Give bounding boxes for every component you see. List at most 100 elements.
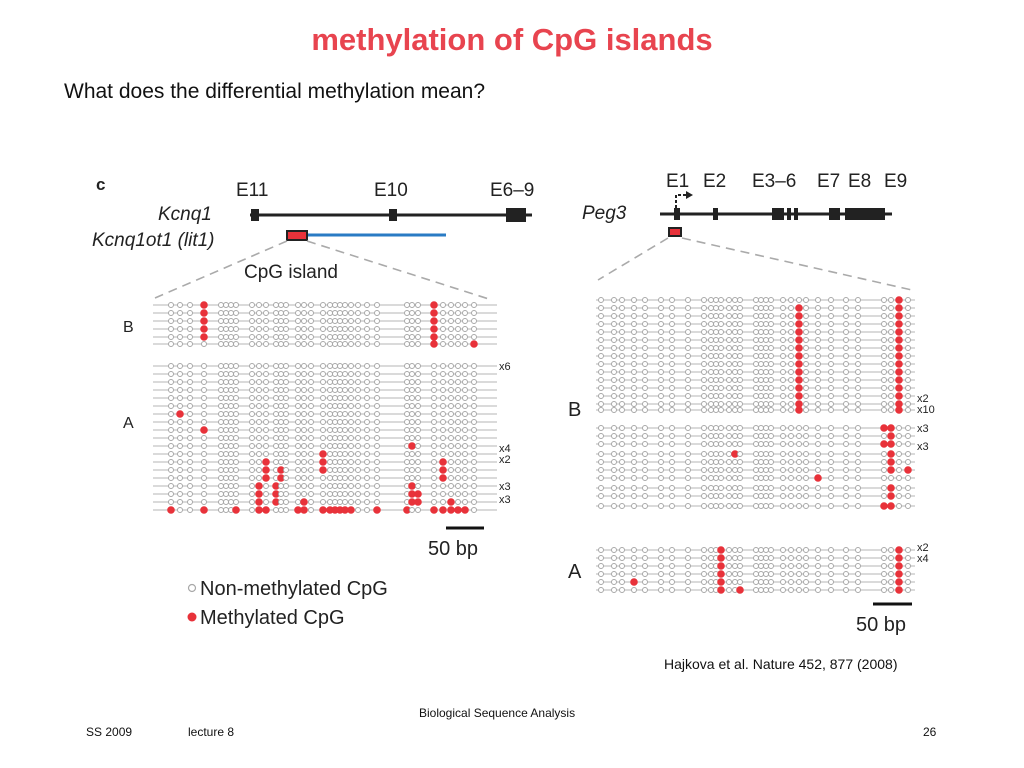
unmethylated-cpg [642, 297, 648, 303]
unmethylated-cpg [177, 491, 183, 497]
unmethylated-cpg [718, 441, 724, 447]
unmethylated-cpg [355, 507, 361, 513]
tss-arrowhead [686, 191, 693, 199]
unmethylated-cpg [788, 467, 794, 473]
unmethylated-cpg [611, 321, 617, 327]
unmethylated-cpg [440, 318, 446, 324]
unmethylated-cpg [278, 387, 284, 393]
unmethylated-cpg [233, 395, 239, 401]
unmethylated-cpg [828, 377, 834, 383]
unmethylated-cpg [374, 387, 380, 393]
unmethylated-cpg [440, 403, 446, 409]
unmethylated-cpg [855, 305, 861, 311]
unmethylated-cpg [905, 353, 911, 359]
unmethylated-cpg [732, 393, 738, 399]
unmethylated-cpg [355, 499, 361, 505]
unmethylated-cpg [471, 459, 477, 465]
unmethylated-cpg [223, 435, 229, 441]
methylated-cpg [736, 586, 744, 594]
unmethylated-cpg [726, 475, 732, 481]
unmethylated-cpg [768, 377, 774, 383]
unmethylated-cpg [431, 499, 437, 505]
unmethylated-cpg [462, 395, 468, 401]
unmethylated-cpg [177, 459, 183, 465]
unmethylated-cpg [780, 353, 786, 359]
unmethylated-cpg [440, 411, 446, 417]
unmethylated-cpg [598, 493, 604, 499]
unmethylated-cpg [471, 419, 477, 425]
unmethylated-cpg [348, 326, 354, 332]
zoom-line-left-a [154, 240, 288, 299]
unmethylated-cpg [768, 563, 774, 569]
unmethylated-cpg [431, 395, 437, 401]
unmethylated-cpg [598, 369, 604, 375]
unmethylated-cpg [374, 318, 380, 324]
unmethylated-cpg [308, 427, 314, 433]
unmethylated-cpg [768, 451, 774, 457]
unmethylated-cpg [780, 571, 786, 577]
unmethylated-cpg [332, 467, 338, 473]
unmethylated-cpg [374, 427, 380, 433]
unmethylated-cpg [768, 305, 774, 311]
exon-label-e11: E11 [236, 180, 268, 201]
unmethylated-cpg [327, 363, 333, 369]
exon-label-e3-6: E3–6 [752, 171, 796, 192]
unmethylated-cpg [685, 393, 691, 399]
unmethylated-cpg [278, 363, 284, 369]
unmethylated-cpg [758, 337, 764, 343]
unmethylated-cpg [168, 326, 174, 332]
unmethylated-cpg [828, 493, 834, 499]
unmethylated-cpg [732, 313, 738, 319]
unmethylated-cpg [611, 401, 617, 407]
unmethylated-cpg [737, 393, 743, 399]
unmethylated-cpg [301, 310, 307, 316]
unmethylated-cpg [685, 353, 691, 359]
unmethylated-cpg [598, 321, 604, 327]
unmethylated-cpg [611, 297, 617, 303]
unmethylated-cpg [440, 435, 446, 441]
unmethylated-cpg [815, 451, 821, 457]
unmethylated-cpg [355, 326, 361, 332]
unmethylated-cpg [168, 483, 174, 489]
unmethylated-cpg [713, 459, 719, 465]
unmethylated-cpg [308, 403, 314, 409]
unmethylated-cpg [348, 475, 354, 481]
unmethylated-cpg [320, 371, 326, 377]
unmethylated-cpg [788, 451, 794, 457]
unmethylated-cpg [374, 451, 380, 457]
unmethylated-cpg [348, 371, 354, 377]
unmethylated-cpg [471, 318, 477, 324]
unmethylated-cpg [611, 329, 617, 335]
footer-lecture: lecture 8 [188, 725, 235, 739]
unmethylated-cpg [631, 493, 637, 499]
unmethylated-cpg [273, 387, 279, 393]
unmethylated-cpg [780, 361, 786, 367]
unmethylated-cpg [440, 302, 446, 308]
unmethylated-cpg [631, 433, 637, 439]
unmethylated-cpg [348, 379, 354, 385]
unmethylated-cpg [843, 337, 849, 343]
unmethylated-cpg [888, 361, 894, 367]
unmethylated-cpg [753, 329, 759, 335]
unmethylated-cpg [233, 451, 239, 457]
unmethylated-cpg [619, 401, 625, 407]
unmethylated-cpg [404, 387, 410, 393]
unmethylated-cpg [598, 571, 604, 577]
unmethylated-cpg [708, 297, 714, 303]
unmethylated-cpg [228, 443, 234, 449]
unmethylated-cpg [888, 571, 894, 577]
unmethylated-cpg [658, 547, 664, 553]
unmethylated-cpg [327, 483, 333, 489]
unmethylated-cpg [462, 341, 468, 347]
unmethylated-cpg [701, 425, 707, 431]
unmethylated-cpg [201, 435, 207, 441]
unmethylated-cpg [905, 587, 911, 593]
unmethylated-cpg [843, 563, 849, 569]
unmethylated-cpg [642, 563, 648, 569]
unmethylated-cpg [642, 313, 648, 319]
unmethylated-cpg [758, 369, 764, 375]
unmethylated-cpg [355, 451, 361, 457]
unmethylated-cpg [364, 411, 370, 417]
unmethylated-cpg [732, 493, 738, 499]
unmethylated-cpg [732, 377, 738, 383]
